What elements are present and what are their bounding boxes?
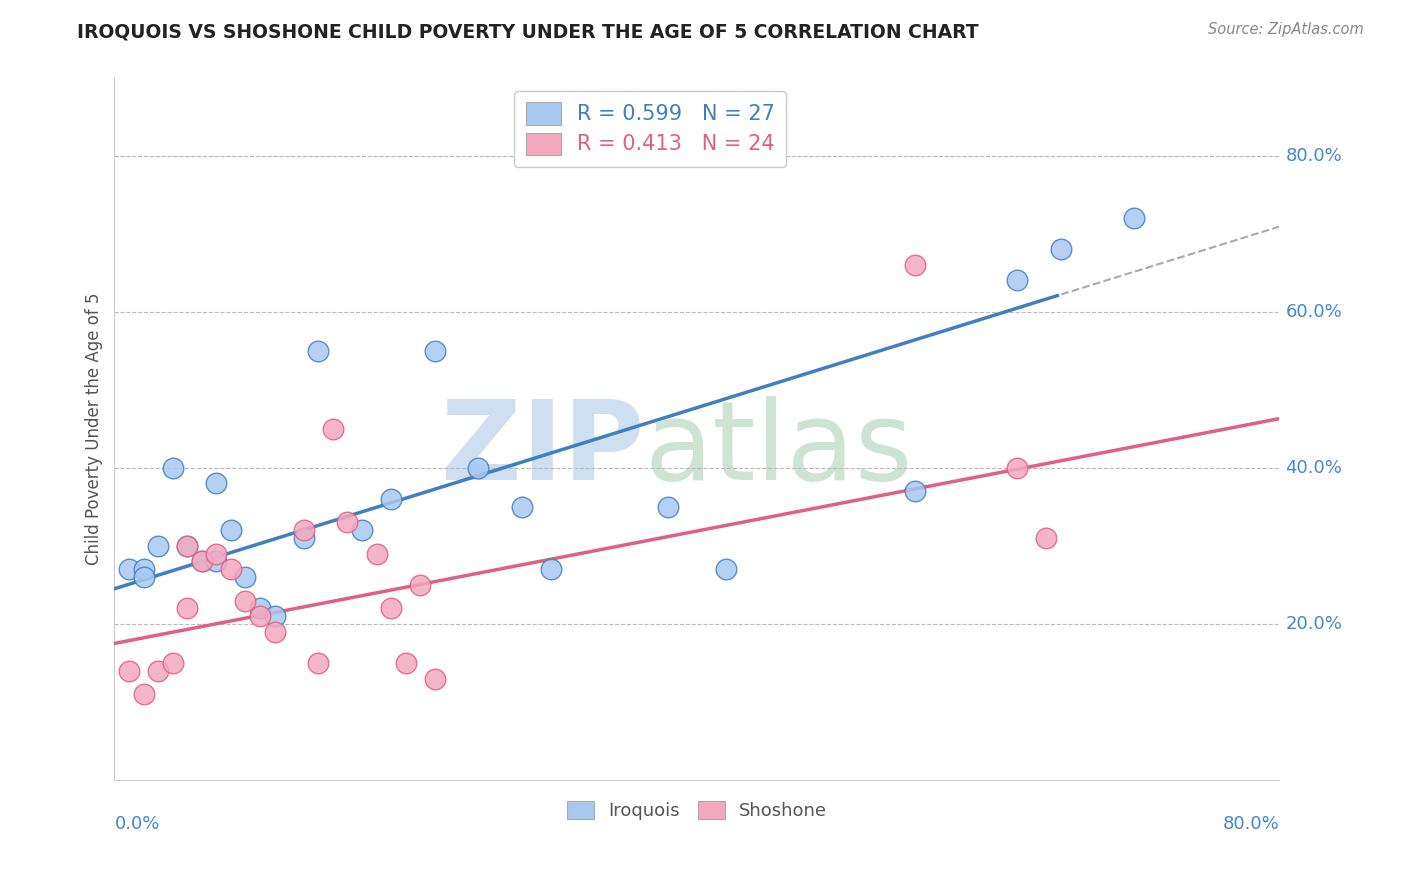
Point [263, 624, 285, 639]
Point [904, 258, 927, 272]
Text: 80.0%: 80.0% [1223, 815, 1279, 833]
Text: 0.0%: 0.0% [114, 815, 160, 833]
Point [146, 664, 169, 678]
Point [307, 343, 329, 358]
Point [235, 570, 257, 584]
Point [366, 547, 388, 561]
Point [132, 687, 155, 701]
Point [118, 664, 141, 678]
Point [132, 570, 155, 584]
Point [657, 500, 679, 514]
Text: IROQUOIS VS SHOSHONE CHILD POVERTY UNDER THE AGE OF 5 CORRELATION CHART: IROQUOIS VS SHOSHONE CHILD POVERTY UNDER… [77, 22, 979, 41]
Point [292, 523, 315, 537]
Point [1122, 211, 1144, 225]
Point [467, 460, 489, 475]
Y-axis label: Child Poverty Under the Age of 5: Child Poverty Under the Age of 5 [86, 293, 103, 565]
Point [191, 554, 214, 568]
Point [1050, 242, 1073, 256]
Point [162, 656, 184, 670]
Point [423, 672, 446, 686]
Point [322, 422, 344, 436]
Point [336, 516, 359, 530]
Point [380, 491, 402, 506]
Point [118, 562, 141, 576]
Point [176, 539, 198, 553]
Point [510, 500, 533, 514]
Text: 60.0%: 60.0% [1285, 302, 1343, 320]
Legend: Iroquois, Shoshone: Iroquois, Shoshone [560, 794, 835, 827]
Point [249, 601, 271, 615]
Point [162, 460, 184, 475]
Point [132, 562, 155, 576]
Point [146, 539, 169, 553]
Point [235, 593, 257, 607]
Point [191, 554, 214, 568]
Point [423, 343, 446, 358]
Text: Source: ZipAtlas.com: Source: ZipAtlas.com [1208, 22, 1364, 37]
Point [249, 609, 271, 624]
Point [904, 484, 927, 499]
Point [263, 609, 285, 624]
Point [1035, 531, 1057, 545]
Point [1007, 460, 1029, 475]
Point [219, 562, 242, 576]
Text: 20.0%: 20.0% [1285, 615, 1343, 633]
Point [1007, 273, 1029, 287]
Text: 80.0%: 80.0% [1285, 146, 1343, 164]
Point [205, 547, 228, 561]
Point [395, 656, 418, 670]
Point [350, 523, 373, 537]
Point [219, 523, 242, 537]
Point [307, 656, 329, 670]
Text: 40.0%: 40.0% [1285, 458, 1343, 477]
Point [409, 578, 432, 592]
Point [292, 531, 315, 545]
Point [176, 539, 198, 553]
Point [205, 554, 228, 568]
Text: atlas: atlas [644, 396, 912, 503]
Point [380, 601, 402, 615]
Point [540, 562, 562, 576]
Point [714, 562, 737, 576]
Point [176, 601, 198, 615]
Text: ZIP: ZIP [441, 396, 644, 503]
Point [205, 476, 228, 491]
